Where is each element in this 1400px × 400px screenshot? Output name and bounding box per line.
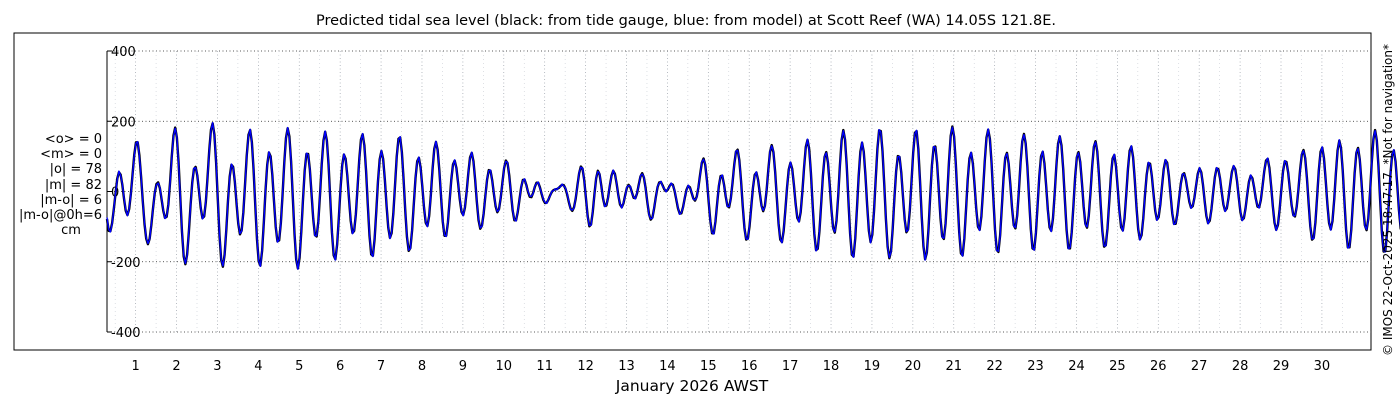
x-tick-label: 6: [336, 359, 344, 374]
x-axis-label: January 2026 AWST: [615, 377, 769, 395]
y-tick-label: 400: [111, 45, 136, 60]
x-tick-label: 4: [254, 359, 262, 374]
series-layer: [105, 121, 1400, 270]
x-tick-label: 27: [1191, 359, 1208, 374]
x-tick-label: 19: [864, 359, 881, 374]
x-tick-label: 26: [1150, 359, 1167, 374]
copyright-note: © IMOS 22-Oct-2025 18:47:17. *Not for na…: [1381, 44, 1395, 356]
x-tick-label: 12: [577, 359, 594, 374]
x-tick-label: 21: [945, 359, 962, 374]
series-line-model: [106, 121, 1400, 270]
stat-mean-obs: <o> = 0: [44, 132, 102, 147]
stat-abs-obs: |o| = 78: [49, 162, 102, 178]
x-tick-label: 7: [377, 359, 385, 374]
x-tick-label: 20: [905, 359, 922, 374]
x-tick-label: 14: [659, 359, 676, 374]
stat-abs-model: |m| = 82: [44, 177, 102, 193]
grid-layer: [107, 50, 1371, 333]
x-tick-label: 30: [1314, 359, 1331, 374]
x-tick-label: 13: [618, 359, 635, 374]
x-tick-label: 3: [213, 359, 221, 374]
x-tick-label: 24: [1068, 359, 1085, 374]
x-tick-label: 2: [172, 359, 180, 374]
y-tick-label: 200: [111, 115, 136, 130]
stat-unit: cm: [61, 223, 81, 239]
y-tick-label: -200: [111, 256, 141, 271]
x-tick-label: 29: [1273, 359, 1290, 374]
x-tick-label: 9: [459, 359, 467, 374]
x-tick-label: 1: [131, 359, 139, 374]
stat-abs-diff-0h: |m-o|@0h=6: [19, 208, 102, 224]
x-tick-label: 17: [782, 359, 799, 374]
x-tick-label: 28: [1232, 359, 1249, 374]
statistics-panel: <o> = 0 <m> = 0 |o| = 78 |m| = 82 |m-o| …: [14, 132, 102, 238]
x-tick-label: 25: [1109, 359, 1126, 374]
x-tick-label: 5: [295, 359, 303, 374]
y-tick-label: -400: [111, 326, 141, 341]
x-tick-label: 8: [418, 359, 426, 374]
stat-abs-diff: |m-o| = 6: [40, 192, 102, 208]
stat-mean-model: <m> = 0: [40, 147, 102, 163]
x-tick-label: 23: [1027, 359, 1044, 374]
x-tick-label: 22: [986, 359, 1003, 374]
x-tick-label: 18: [823, 359, 840, 374]
x-tick-label: 15: [700, 359, 717, 374]
x-tick-label: 16: [741, 359, 758, 374]
chart-title: Predicted tidal sea level (black: from t…: [316, 13, 1056, 29]
x-tick-label: 11: [536, 359, 553, 374]
x-axis-ticks: 1 2 3 4 5 6 7 8 9 10 11 12 13 14 15 16 17 18 19 20 21 22 23 24 2…: [131, 359, 1330, 374]
x-tick-label: 10: [496, 359, 513, 374]
